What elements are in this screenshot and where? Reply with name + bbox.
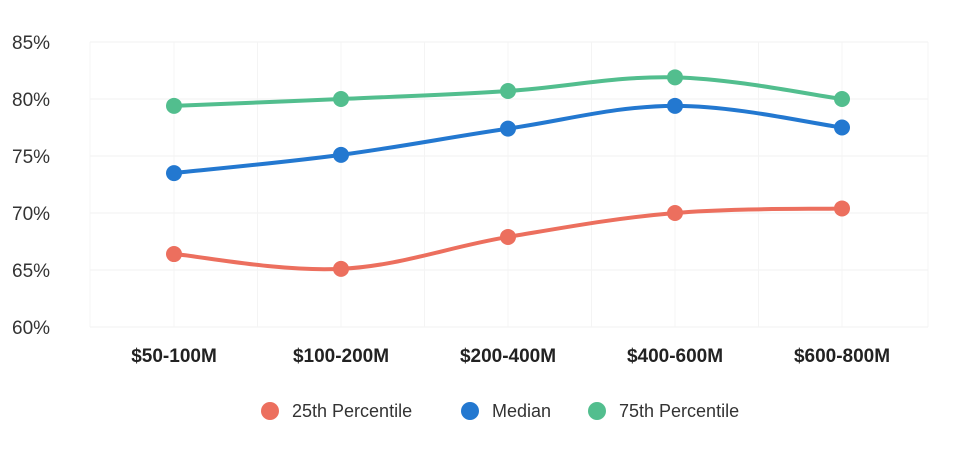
y-tick-label: 75% [12, 147, 50, 168]
series-points [166, 69, 850, 277]
legend-label: 75th Percentile [619, 401, 739, 421]
data-point [166, 97, 182, 114]
legend-marker [461, 402, 479, 420]
data-point [834, 91, 850, 107]
y-tick-label: 65% [12, 261, 50, 282]
legend: 25th Percentile Median 75th Percentile [261, 401, 739, 421]
x-tick-label: $100-200M [293, 346, 389, 367]
data-point [500, 228, 516, 245]
x-tick-label: $400-600M [627, 346, 723, 367]
legend-marker [588, 402, 606, 420]
data-point [834, 119, 850, 136]
data-point [667, 69, 683, 86]
data-point [333, 260, 349, 277]
data-point [834, 200, 850, 217]
x-tick-label: $50-100M [131, 346, 217, 367]
data-point [500, 83, 516, 100]
y-tick-label: 80% [12, 90, 50, 111]
data-point [500, 120, 516, 137]
legend-label: 25th Percentile [292, 401, 412, 421]
data-point [333, 146, 349, 163]
data-point [166, 165, 182, 182]
y-tick-label: 70% [12, 204, 50, 225]
data-point [667, 205, 683, 221]
x-axis-ticks: $50-100M $100-200M $200-400M $400-600M $600-… [131, 346, 890, 367]
data-point [667, 97, 683, 114]
legend-marker [261, 402, 279, 420]
data-point [166, 246, 182, 263]
y-axis-ticks: 60% 65% 70% 75% 80% 85% [12, 33, 50, 339]
data-point [333, 91, 349, 107]
legend-label: Median [492, 401, 551, 421]
x-tick-label: $600-800M [794, 346, 890, 367]
x-tick-label: $200-400M [460, 346, 556, 367]
y-tick-label: 60% [12, 318, 50, 339]
y-tick-label: 85% [12, 33, 50, 54]
